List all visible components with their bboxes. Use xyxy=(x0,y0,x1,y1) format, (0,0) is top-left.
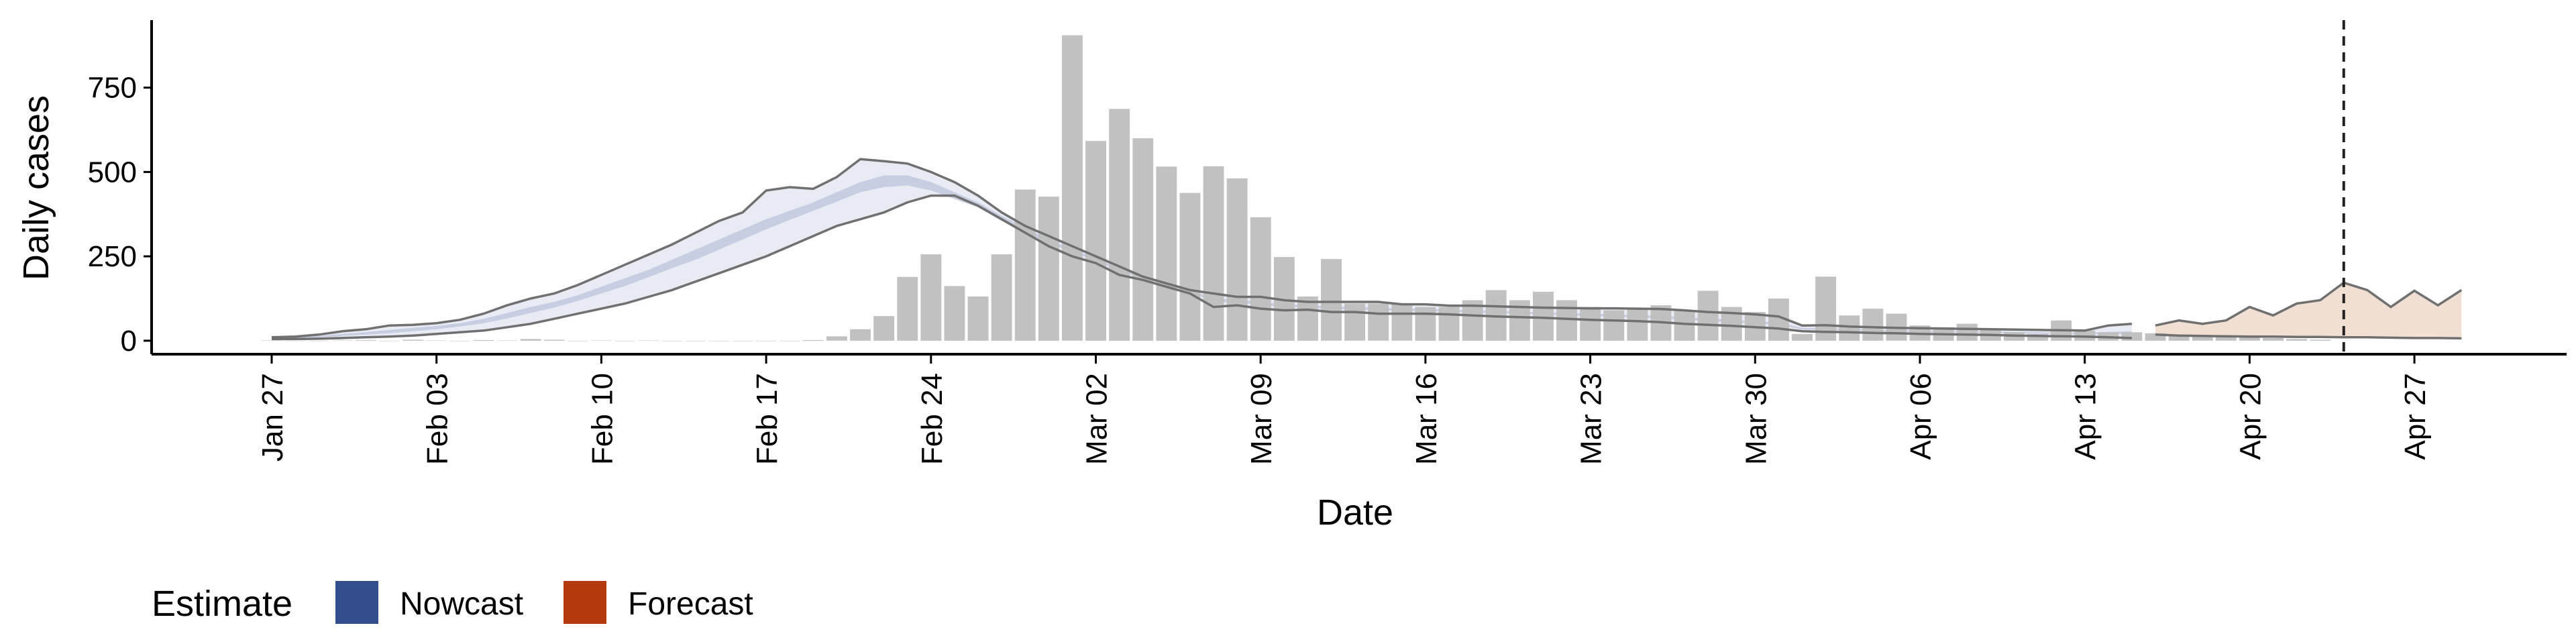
x-tick-label: Apr 13 xyxy=(2070,373,2102,460)
x-tick-label: Feb 03 xyxy=(421,373,454,465)
case-bar xyxy=(1297,297,1318,341)
x-tick-label: Mar 09 xyxy=(1245,373,1278,465)
x-tick-label: Mar 30 xyxy=(1739,373,1772,465)
case-bar xyxy=(1109,109,1130,341)
case-bar xyxy=(802,339,824,341)
case-bar xyxy=(1156,166,1177,341)
forecast-upper-line xyxy=(2155,281,2463,327)
case-bar xyxy=(1815,276,1837,341)
case-bar xyxy=(1580,307,1601,341)
case-bar xyxy=(1368,303,1389,341)
case-bar xyxy=(2192,335,2213,341)
case-bar xyxy=(638,340,659,341)
legend-label-nowcast: Nowcast xyxy=(400,586,523,622)
case-bar xyxy=(2239,337,2260,341)
x-axis-ticks: Jan 27 Feb 03 Feb 10 Feb 17 Feb 24 Mar 02 Mar … xyxy=(256,354,2432,465)
case-bar xyxy=(1533,291,1554,341)
x-tick-label: Apr 06 xyxy=(1904,373,1937,460)
case-bar xyxy=(591,340,612,341)
x-tick-label: Apr 27 xyxy=(2399,373,2432,460)
x-tick-label: Mar 16 xyxy=(1410,373,1443,465)
y-axis-ticks: 0 250 500 750 xyxy=(88,72,152,358)
legend-swatch-nowcast xyxy=(335,581,378,624)
case-bar xyxy=(1344,303,1366,341)
legend-label-forecast: Forecast xyxy=(628,586,753,622)
case-bar xyxy=(991,254,1012,341)
x-tick-label: Apr 20 xyxy=(2234,373,2267,460)
case-bar xyxy=(1203,166,1224,341)
case-bar xyxy=(920,254,942,341)
case-bar xyxy=(1556,300,1577,341)
x-tick-label: Mar 23 xyxy=(1575,373,1608,465)
case-bar xyxy=(1250,217,1271,341)
case-bar xyxy=(1839,315,1860,341)
x-tick-label: Feb 24 xyxy=(916,373,949,465)
case-bar xyxy=(2215,336,2237,341)
y-tick-label: 750 xyxy=(88,72,137,105)
y-tick-label: 500 xyxy=(88,156,137,189)
case-bar xyxy=(520,339,541,341)
case-bar xyxy=(1014,189,1036,341)
case-bar xyxy=(543,339,565,341)
nowcast-lower-line xyxy=(272,194,2132,341)
y-axis-title: Daily cases xyxy=(16,95,56,280)
case-bar xyxy=(2145,333,2166,341)
case-bar xyxy=(1792,333,1813,341)
case-bar xyxy=(2168,334,2190,341)
forecast-lower-line xyxy=(2155,333,2462,340)
case-bar xyxy=(1862,309,1884,341)
axes xyxy=(150,20,2567,356)
case-bar xyxy=(261,340,282,341)
case-bar xyxy=(2263,337,2284,341)
x-axis-title: Date xyxy=(1317,492,1393,533)
legend-title: Estimate xyxy=(152,584,292,624)
case-bar xyxy=(967,297,989,341)
case-bar xyxy=(426,340,447,341)
case-bar xyxy=(1038,197,1059,341)
case-bar xyxy=(1956,323,1978,341)
case-bar xyxy=(2310,339,2331,341)
x-tick-label: Feb 17 xyxy=(751,373,784,465)
x-tick-label: Jan 27 xyxy=(256,373,289,462)
case-bar xyxy=(1226,178,1248,341)
case-bar xyxy=(944,286,965,341)
case-bar xyxy=(1438,307,1460,341)
nowcast-ribbon-outer xyxy=(272,159,2132,339)
case-bar xyxy=(1085,141,1106,341)
case-bar xyxy=(1321,259,1342,341)
case-bar xyxy=(1627,309,1648,341)
case-bar xyxy=(826,336,847,341)
case-bar xyxy=(1697,290,1719,341)
case-bar xyxy=(1674,310,1695,341)
case-bar xyxy=(850,329,871,341)
legend-swatch-forecast xyxy=(564,581,606,624)
case-bar xyxy=(496,340,518,341)
case-bar xyxy=(1391,303,1413,341)
case-bar xyxy=(897,276,918,341)
case-bar xyxy=(2121,332,2143,341)
case-bar xyxy=(356,339,376,341)
case-bar xyxy=(1132,138,1154,341)
case-bar xyxy=(331,340,353,341)
case-bar xyxy=(2286,339,2308,341)
legend: Estimate Nowcast Forecast xyxy=(152,581,753,624)
case-bar xyxy=(1179,193,1201,341)
case-bar xyxy=(1603,310,1625,341)
y-tick-label: 250 xyxy=(88,240,137,273)
nowcast-upper-line xyxy=(271,158,2133,339)
plot-area xyxy=(261,20,2463,354)
case-bar xyxy=(2027,333,2048,341)
case-bar xyxy=(473,339,494,341)
case-bar xyxy=(1415,307,1436,341)
case-bar xyxy=(402,339,424,341)
x-tick-label: Mar 02 xyxy=(1081,373,1114,465)
case-bar xyxy=(873,316,895,341)
y-tick-label: 0 xyxy=(121,325,137,358)
x-tick-label: Feb 10 xyxy=(586,373,619,465)
forecast-ribbon xyxy=(2155,282,2462,339)
case-bar xyxy=(1062,35,1083,341)
